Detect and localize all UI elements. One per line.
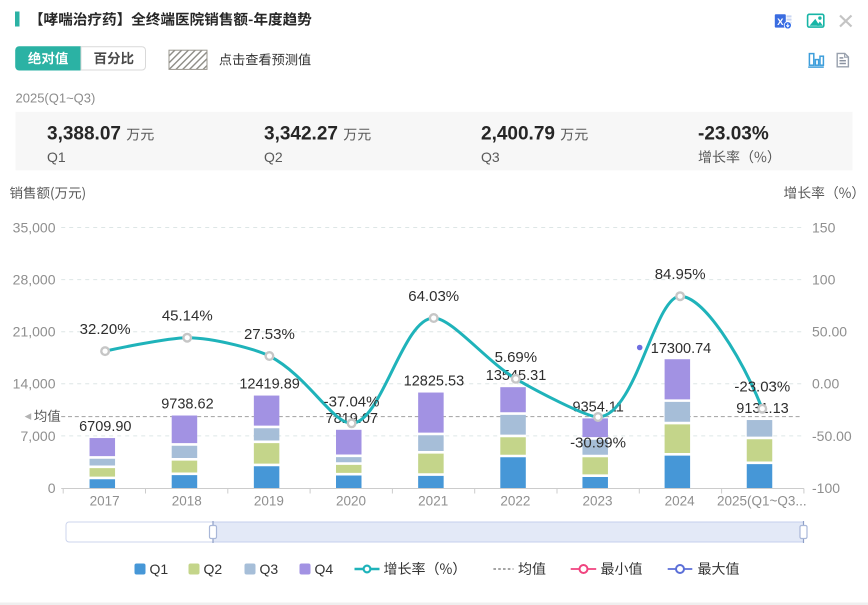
svg-text:Q2: Q2 — [264, 149, 283, 165]
svg-text:2025(Q1~Q3...: 2025(Q1~Q3... — [717, 494, 807, 509]
svg-text:32.20%: 32.20% — [80, 321, 131, 338]
svg-text:27.53%: 27.53% — [244, 326, 295, 343]
svg-text:-100: -100 — [812, 480, 840, 496]
svg-text:Q3: Q3 — [481, 149, 500, 165]
svg-text:2021: 2021 — [418, 494, 448, 509]
svg-text:9738.62: 9738.62 — [161, 397, 213, 413]
svg-text:2023: 2023 — [582, 494, 612, 509]
svg-text:2025(Q1~Q3): 2025(Q1~Q3) — [16, 90, 96, 105]
svg-text:2020: 2020 — [336, 494, 366, 509]
svg-text:-23.03%: -23.03% — [698, 124, 769, 145]
svg-text:7,000: 7,000 — [20, 428, 55, 444]
svg-text:28,000: 28,000 — [13, 272, 56, 288]
svg-text:Q2: Q2 — [204, 561, 223, 577]
svg-text:2024: 2024 — [665, 494, 696, 509]
svg-text:35,000: 35,000 — [13, 219, 56, 235]
svg-text:Q4: Q4 — [315, 561, 334, 577]
svg-text:X: X — [777, 17, 784, 28]
svg-text:12419.89: 12419.89 — [239, 377, 299, 393]
svg-text:Q3: Q3 — [260, 561, 279, 577]
svg-text:5.69%: 5.69% — [495, 349, 538, 366]
svg-text:64.03%: 64.03% — [408, 288, 459, 305]
svg-text:2019: 2019 — [254, 494, 284, 509]
svg-text:2017: 2017 — [90, 494, 120, 509]
svg-text:12825.53: 12825.53 — [404, 374, 464, 390]
svg-text:2022: 2022 — [500, 494, 530, 509]
svg-text:50.00: 50.00 — [812, 324, 847, 340]
svg-text:14,000: 14,000 — [13, 376, 56, 392]
svg-text:Q1: Q1 — [47, 149, 66, 165]
svg-text:17300.74: 17300.74 — [651, 341, 711, 357]
svg-text:-50.00: -50.00 — [812, 428, 852, 444]
svg-text:84.95%: 84.95% — [655, 266, 706, 283]
svg-text:0.00: 0.00 — [812, 376, 839, 392]
svg-text:45.14%: 45.14% — [162, 308, 213, 325]
svg-text:21,000: 21,000 — [13, 324, 56, 340]
svg-text:3,388.07: 3,388.07 — [47, 124, 121, 145]
svg-text:3,342.27: 3,342.27 — [264, 124, 338, 145]
svg-text:2018: 2018 — [172, 494, 202, 509]
svg-text:-23.03%: -23.03% — [734, 379, 790, 396]
svg-text:-37.04%: -37.04% — [324, 393, 380, 410]
svg-text:Q1: Q1 — [150, 561, 169, 577]
svg-text:6709.90: 6709.90 — [79, 419, 131, 435]
svg-text:150: 150 — [812, 219, 836, 235]
svg-text:0: 0 — [48, 480, 56, 496]
svg-text:2,400.79: 2,400.79 — [481, 124, 555, 145]
svg-text:100: 100 — [812, 272, 836, 288]
svg-text:-30.99%: -30.99% — [570, 434, 626, 451]
